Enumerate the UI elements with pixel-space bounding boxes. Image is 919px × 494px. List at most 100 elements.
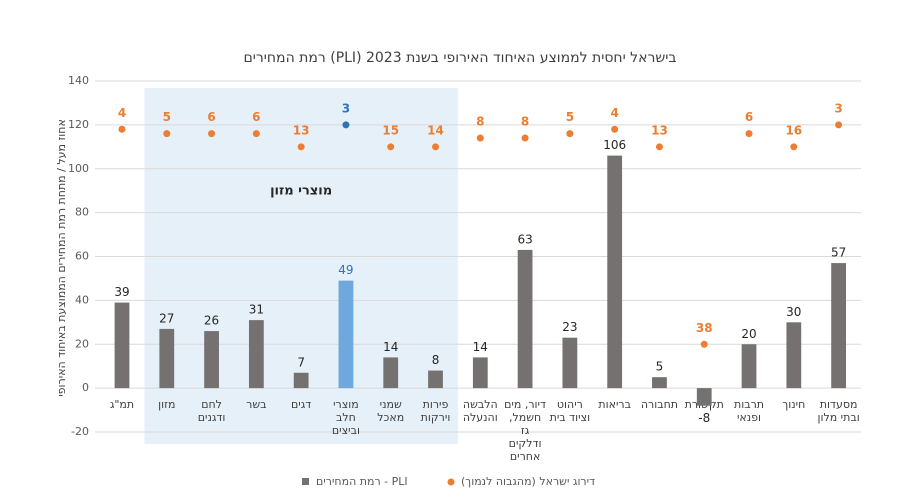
rank-dot: [700, 340, 708, 348]
rank-label: 5: [566, 110, 574, 124]
rank-label: 13: [651, 123, 668, 137]
legend-label: רמת המחירים - PLI: [316, 475, 408, 488]
x-tick-label: מוצרי חלב וביצים: [332, 398, 360, 437]
bar-value-label: 30: [786, 305, 801, 319]
bar-value-label: 7: [297, 355, 305, 369]
legend-label: דירוג ישראל (מהגבוה לנמוך): [461, 475, 595, 488]
rank-label: 6: [252, 110, 260, 124]
bar-value-label: 20: [741, 327, 756, 341]
y-tick-label: 20: [75, 337, 89, 350]
rank-dot: [118, 125, 126, 133]
x-tick-label: תמ"ג: [110, 398, 134, 411]
bar-value-label: 106: [603, 138, 626, 152]
x-tick-label: חינוך: [782, 398, 805, 411]
bar-value-label: -8: [698, 411, 710, 425]
x-tick-label: תרבות ופנאי: [734, 398, 764, 424]
rank-label: 6: [207, 110, 215, 124]
x-tick-label: פירות וירקות: [421, 398, 451, 424]
rank-dot: [521, 134, 529, 142]
y-tick-label: -20: [71, 425, 89, 438]
rank-dot: [342, 121, 350, 129]
y-tick-label: 40: [75, 293, 89, 306]
rank-dot: [655, 143, 663, 151]
rank-dot: [790, 143, 798, 151]
rank-label: 5: [163, 110, 171, 124]
bar-value-label: 23: [562, 320, 577, 334]
bar-value-label: 39: [114, 285, 129, 299]
x-tick-label: דיור, מים חשמל, גז ודלקים אחרים: [504, 398, 546, 463]
bar: [159, 328, 175, 389]
annotation: מוצרי מזון: [270, 184, 332, 199]
x-tick-label: מסעדות ובתי מלון: [817, 398, 859, 424]
bar-value-label: 14: [473, 340, 488, 354]
rank-label: 16: [785, 123, 802, 137]
rank-dot: [387, 143, 395, 151]
x-tick-label: ריהוט וציוד בית: [550, 398, 591, 424]
y-tick-label: 60: [75, 250, 89, 263]
bar-value-label: 31: [249, 303, 264, 317]
highlight-region: [144, 88, 458, 444]
rank-dot: [208, 130, 216, 138]
y-tick-label: 140: [68, 74, 89, 87]
chart-title: רמת המחירים (PLI) בישראל יחסית לממוצע הא…: [243, 50, 676, 66]
y-tick-label: 100: [68, 162, 89, 175]
rank-label: 3: [834, 101, 842, 115]
bar-value-label: 49: [338, 263, 353, 277]
rank-dot: [611, 125, 619, 133]
rank-dot: [745, 130, 753, 138]
bar-value-label: 5: [656, 360, 664, 374]
rank-label: 15: [382, 123, 399, 137]
bar: [562, 337, 578, 389]
bar-value-label: 26: [204, 314, 219, 328]
rank-label: 38: [696, 321, 713, 335]
rank-dot: [566, 130, 574, 138]
x-tick-label: בריאות: [598, 398, 631, 411]
x-tick-label: בשר: [246, 398, 266, 411]
rank-dot: [297, 143, 305, 151]
rank-dot: [252, 130, 260, 138]
bar: [338, 280, 354, 389]
rank-label: 3: [342, 101, 350, 115]
bar: [652, 377, 667, 389]
bar: [293, 372, 309, 389]
bar-value-label: 27: [159, 311, 174, 325]
rank-label: 4: [118, 106, 126, 120]
bar: [383, 357, 399, 389]
bar: [114, 302, 130, 389]
rank-label: 14: [427, 123, 444, 137]
bar: [831, 263, 846, 389]
bar-value-label: 8: [432, 353, 440, 367]
rank-label: 13: [293, 123, 310, 137]
x-tick-label: תחבורה: [641, 398, 678, 411]
y-axis-title: אחוז מעל / מתחת רמת המחירים הממוצעת באיח…: [55, 119, 68, 397]
legend-marker: [302, 478, 309, 485]
x-tick-label: לחם ודגנים: [198, 398, 226, 424]
bar: [741, 344, 757, 389]
rank-label: 8: [521, 115, 529, 129]
bar: [607, 155, 623, 389]
bar-value-label: 57: [831, 246, 846, 260]
y-tick-label: 0: [82, 381, 89, 394]
rank-dot: [432, 143, 440, 151]
x-tick-label: שמני מאכל: [377, 398, 404, 424]
bar: [248, 320, 264, 389]
x-tick-label: דגים: [291, 398, 311, 411]
rank-dot: [835, 121, 843, 129]
x-tick-label: מזון: [158, 398, 175, 411]
rank-dot: [476, 134, 484, 142]
y-tick-label: 120: [68, 118, 89, 131]
bar-value-label: 63: [517, 232, 532, 246]
bar: [786, 322, 802, 389]
bar: [428, 370, 443, 389]
x-tick-label: הלבשה והנעלה: [463, 398, 498, 424]
bar: [517, 249, 533, 389]
y-tick-label: 80: [75, 206, 89, 219]
bar: [204, 331, 219, 389]
bar-value-label: 14: [383, 340, 398, 354]
rank-label: 6: [745, 110, 753, 124]
rank-label: 4: [610, 106, 618, 120]
rank-label: 8: [476, 115, 484, 129]
rank-dot: [163, 130, 171, 138]
bar: [472, 357, 488, 389]
